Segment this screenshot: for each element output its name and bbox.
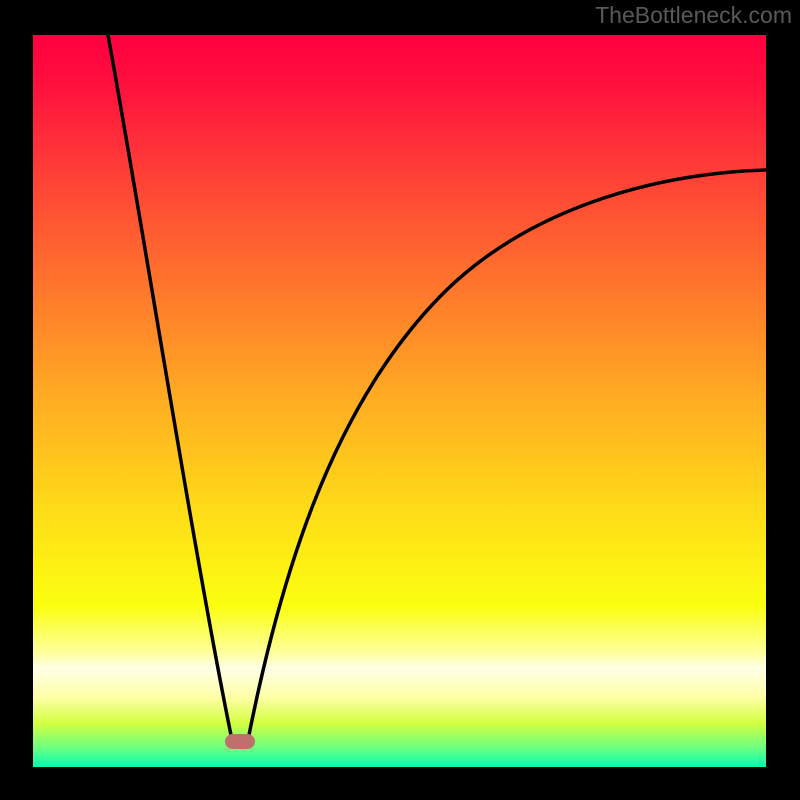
optimum-marker bbox=[225, 734, 255, 749]
chart-frame: TheBottleneck.com bbox=[0, 0, 800, 800]
bottleneck-curve bbox=[0, 0, 800, 800]
watermark-text: TheBottleneck.com bbox=[595, 2, 792, 29]
